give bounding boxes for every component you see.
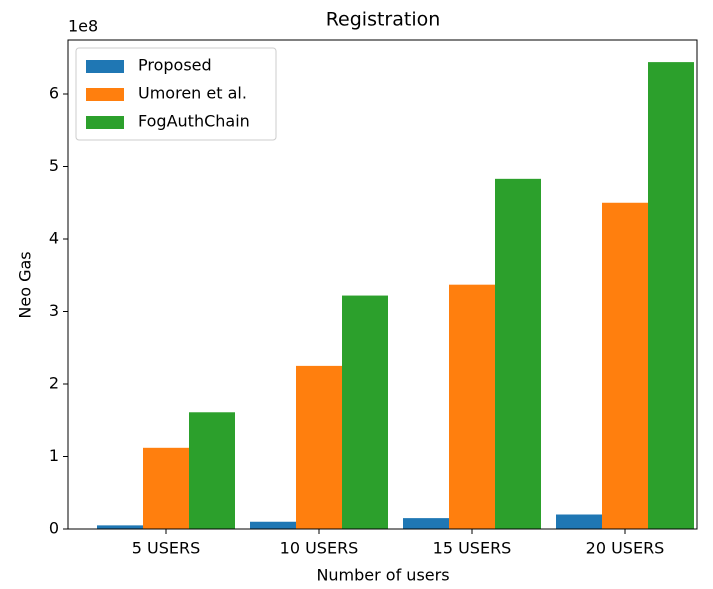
y-tick-label: 3 <box>49 301 59 320</box>
x-tick-label: 15 USERS <box>433 539 512 558</box>
axes-frame <box>67 39 698 530</box>
bar <box>97 525 143 529</box>
bar <box>648 62 694 529</box>
legend-label: FogAuthChain <box>138 112 250 131</box>
x-tick-label: 5 USERS <box>132 539 201 558</box>
legend-swatch <box>86 60 124 73</box>
y-tick-label: 0 <box>49 519 59 538</box>
bar <box>602 202 648 529</box>
bar <box>495 178 541 529</box>
legend-swatch <box>86 88 124 101</box>
y-offset-label: 1e8 <box>68 17 98 36</box>
bar <box>296 365 342 529</box>
bar <box>250 521 296 529</box>
chart-title: Registration <box>326 9 441 31</box>
legend-label: Umoren et al. <box>138 84 247 103</box>
bar <box>556 514 602 529</box>
legend-label: Proposed <box>138 56 212 75</box>
x-tick-label: 10 USERS <box>280 539 359 558</box>
y-tick-label: 2 <box>49 374 59 393</box>
y-tick-label: 6 <box>49 84 59 103</box>
bar <box>342 295 388 529</box>
legend-box <box>75 47 277 141</box>
y-axis-label: Neo Gas <box>16 251 35 318</box>
legend-swatch <box>86 116 124 129</box>
x-tick-label: 20 USERS <box>586 539 665 558</box>
y-tick-label: 1 <box>49 446 59 465</box>
y-tick-label: 5 <box>49 156 59 175</box>
bar <box>403 518 449 529</box>
x-axis-label: Number of users <box>316 566 449 585</box>
bar <box>449 284 495 529</box>
bar <box>143 447 189 529</box>
bar <box>189 412 235 529</box>
y-tick-label: 4 <box>49 229 59 248</box>
